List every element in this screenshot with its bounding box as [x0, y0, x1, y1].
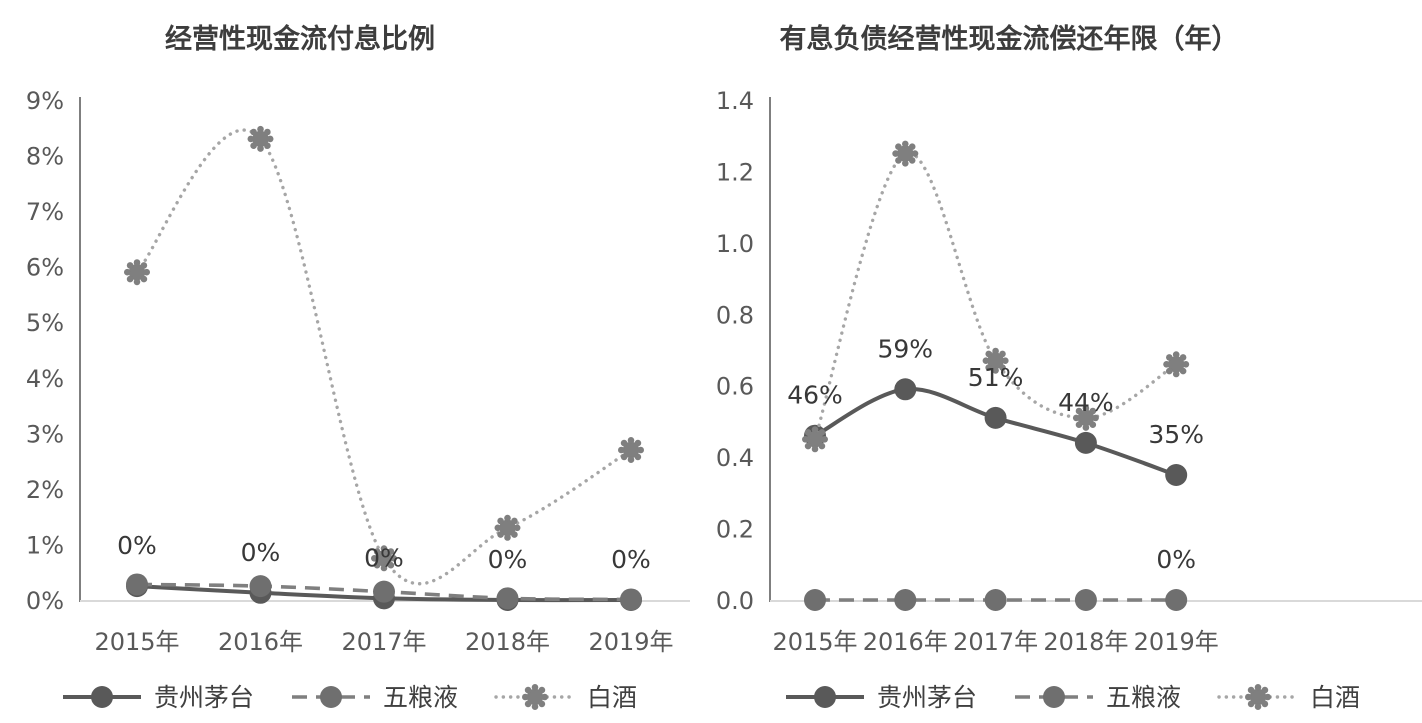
circle-marker-icon — [620, 588, 642, 611]
legend-label: 五粮液 — [1106, 683, 1181, 712]
y-axis-tick-label: 0.2 — [716, 516, 754, 544]
x-axis-tick-label: 2015年 — [94, 628, 179, 656]
circle-marker-icon — [814, 686, 836, 708]
circle-marker-icon — [1165, 464, 1188, 486]
series-baijiu-line — [813, 151, 1178, 441]
legend-item-wuliangye: 五粮液 — [1015, 683, 1181, 712]
series-guizhou-maotai-line — [814, 387, 1177, 477]
circle-marker-icon — [894, 589, 917, 611]
circle-marker-icon — [894, 378, 917, 401]
x-axis-tick-label: 2017年 — [953, 628, 1038, 656]
x-axis-tick-label: 2019年 — [588, 628, 673, 656]
data-point-label: 0% — [611, 545, 651, 574]
y-axis-tick-label: 1.4 — [716, 87, 754, 115]
gear-marker-icon — [1245, 684, 1271, 710]
chart-canvas: 经营性现金流付息比例 9% 8% 7% 6% 5% 4% 3% 2% 1% 0% 2015年 2016年… — [26, 23, 690, 712]
circle-marker-icon — [249, 575, 272, 598]
y-axis-tick-label: 3% — [26, 420, 64, 448]
legend-item-baijiu: 白酒 — [494, 683, 637, 712]
gear-marker-icon — [124, 259, 150, 286]
y-axis-tick-label: 7% — [26, 198, 64, 226]
circle-marker-icon — [804, 589, 826, 611]
y-axis-tick-label: 1.2 — [716, 158, 754, 186]
x-axis-tick-label: 2017年 — [341, 628, 426, 656]
gear-marker-icon — [892, 140, 919, 167]
y-axis-tick-label: 4% — [26, 365, 64, 393]
data-point-label: 51% — [968, 363, 1024, 392]
legend-label: 白酒 — [587, 683, 637, 712]
data-point-label: 0% — [364, 543, 404, 572]
data-point-label: 44% — [1058, 388, 1114, 417]
chart-title: 经营性现金流付息比例 — [165, 23, 435, 55]
y-axis-tick-label: 2% — [26, 476, 64, 504]
x-axis-tick-label: 2015年 — [772, 628, 857, 656]
y-axis-tick-label: 1.0 — [716, 230, 754, 258]
chart-panel-right: 有息负债经营性现金流偿还年限（年） 1.4 1.2 1.0 0.8 0.6 0.4 0.2 0.… — [711, 0, 1422, 723]
legend-label: 白酒 — [1310, 683, 1360, 712]
y-axis-tick-label: 1% — [26, 531, 64, 559]
data-point-label: 0% — [241, 538, 281, 567]
circle-marker-icon — [1043, 686, 1065, 708]
circle-marker-icon — [496, 587, 519, 610]
data-point-label: 59% — [878, 334, 934, 363]
y-axis-tick-label: 5% — [26, 309, 64, 337]
data-point-label: 0% — [488, 545, 528, 574]
gear-marker-icon — [618, 437, 644, 464]
circle-marker-icon — [126, 573, 148, 596]
y-axis-tick-label: 0.8 — [716, 301, 754, 329]
chart-panel-left: 经营性现金流付息比例 9% 8% 7% 6% 5% 4% 3% 2% 1% 0% 2015年 2016年… — [26, 23, 690, 712]
chart-legend: 贵州茅台 五粮液 白酒 — [63, 683, 637, 712]
data-point-label: 0% — [117, 531, 157, 560]
series-guizhou-maotai — [804, 378, 1188, 486]
chart-canvas: 有息负债经营性现金流偿还年限（年） 1.4 1.2 1.0 0.8 0.6 0.4 0.2 0.… — [716, 23, 1422, 712]
legend-label: 贵州茅台 — [877, 683, 977, 712]
data-point-label: 46% — [787, 381, 843, 410]
legend-item-wuliangye: 五粮液 — [292, 683, 458, 712]
circle-marker-icon — [91, 686, 113, 708]
series-wuliangye — [804, 589, 1188, 611]
chart-title: 有息负债经营性现金流偿还年限（年） — [780, 23, 1239, 55]
circle-marker-icon — [1074, 431, 1097, 454]
data-point-label: 0% — [1156, 545, 1196, 574]
legend-item-guizhou-maotai: 贵州茅台 — [63, 683, 254, 712]
x-axis-tick-label: 2016年 — [863, 628, 948, 656]
series-baijiu-line — [135, 128, 633, 586]
x-axis-tick-label: 2016年 — [218, 628, 303, 656]
y-axis-tick-label: 6% — [26, 254, 64, 282]
circle-marker-icon — [373, 580, 395, 603]
gear-marker-icon — [1072, 404, 1099, 431]
series-baijiu — [802, 140, 1190, 453]
x-axis-tick-label: 2018年 — [465, 628, 550, 656]
gear-marker-icon — [982, 347, 1009, 374]
circle-marker-icon — [984, 589, 1007, 611]
circle-marker-icon — [1074, 589, 1097, 611]
x-axis-tick-label: 2018年 — [1043, 628, 1128, 656]
series-wuliangye — [126, 573, 642, 611]
legend-label: 贵州茅台 — [154, 683, 254, 712]
y-axis-tick-label: 0.0 — [716, 587, 754, 615]
legend-item-baijiu: 白酒 — [1217, 683, 1360, 712]
y-axis-tick-label: 8% — [26, 143, 64, 171]
circle-marker-icon — [320, 686, 342, 708]
gear-marker-icon — [1163, 351, 1190, 378]
y-axis-tick-label: 0.6 — [716, 373, 754, 401]
gear-marker-icon — [494, 514, 521, 541]
legend-label: 五粮液 — [383, 683, 458, 712]
gear-marker-icon — [247, 125, 274, 152]
gear-marker-icon — [802, 426, 828, 453]
data-point-label: 35% — [1148, 420, 1204, 449]
gear-marker-icon — [522, 684, 548, 710]
y-axis-tick-label: 0.4 — [716, 444, 754, 472]
x-axis-tick-label: 2019年 — [1134, 628, 1219, 656]
circle-marker-icon — [984, 406, 1007, 429]
chart-legend: 贵州茅台 五粮液 白酒 — [786, 683, 1360, 712]
legend-item-guizhou-maotai: 贵州茅台 — [786, 683, 977, 712]
y-axis-tick-label: 0% — [26, 587, 64, 615]
circle-marker-icon — [1165, 589, 1188, 611]
gear-marker-icon — [371, 545, 398, 572]
y-axis-tick-label: 9% — [26, 87, 64, 115]
series-baijiu — [124, 125, 644, 586]
